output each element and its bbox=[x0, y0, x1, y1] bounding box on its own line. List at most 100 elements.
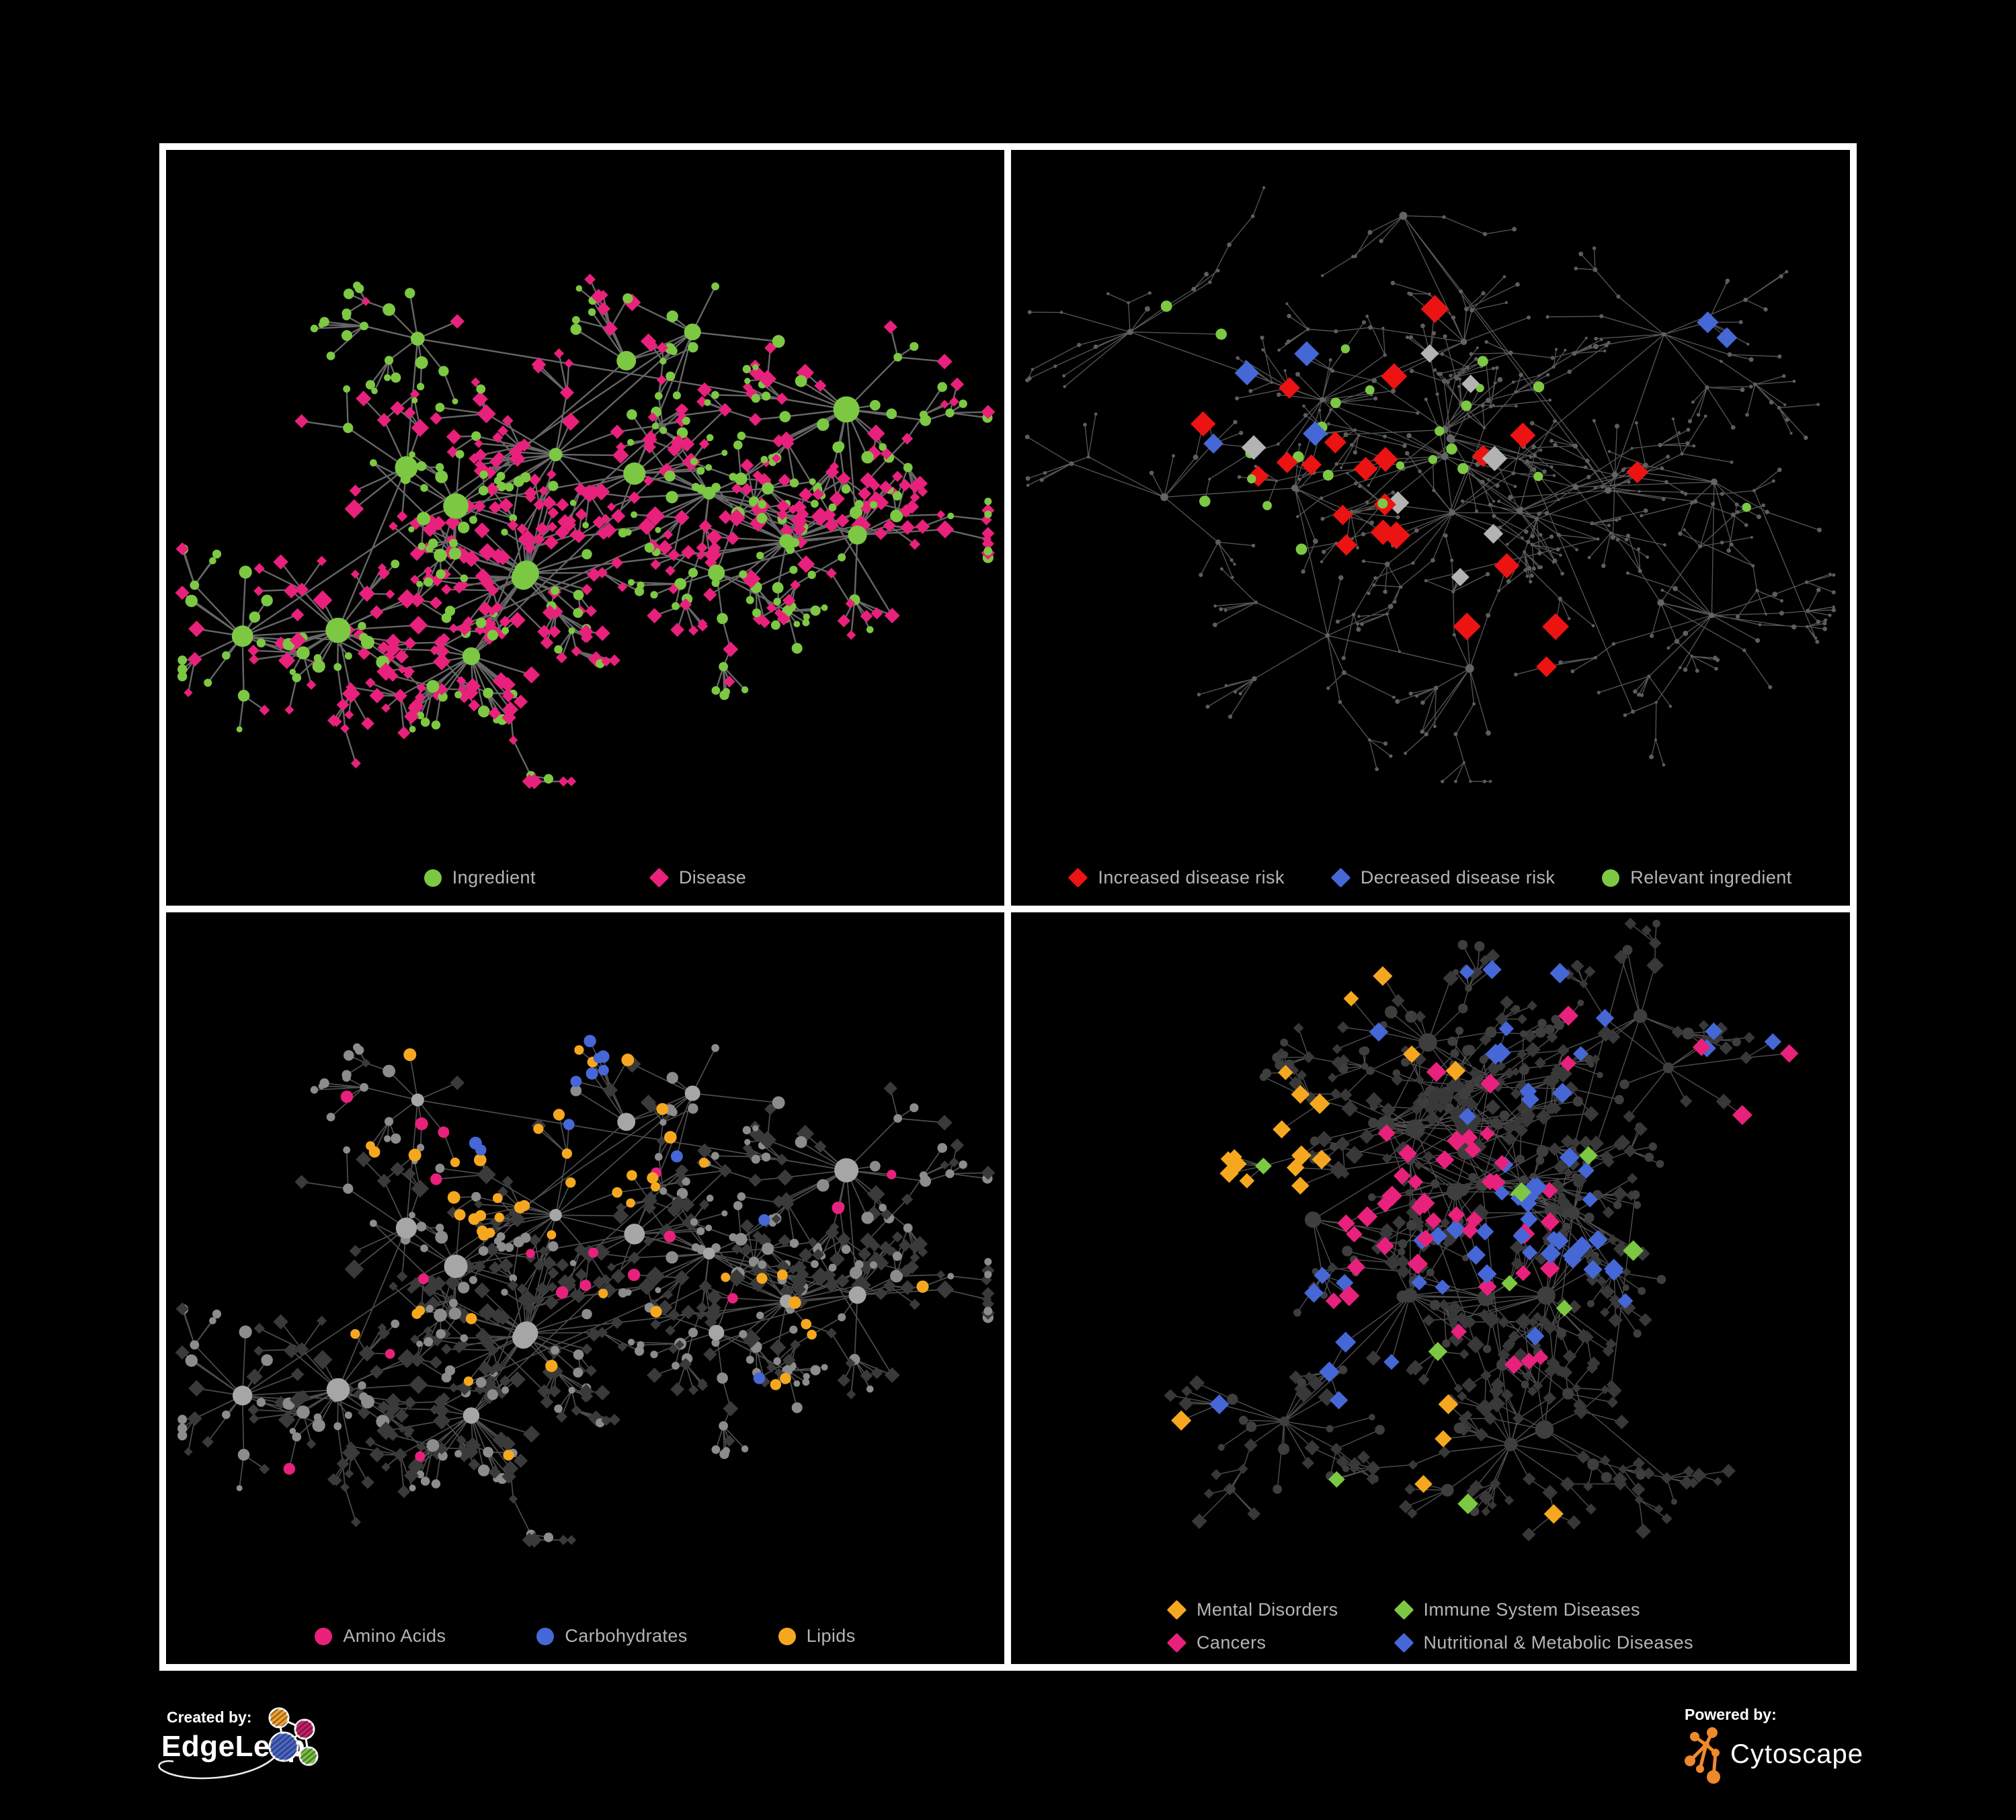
network-node bbox=[1409, 335, 1414, 340]
network-node bbox=[1411, 561, 1415, 565]
network-node bbox=[1679, 1095, 1693, 1108]
network-node bbox=[1511, 1067, 1521, 1076]
network-node bbox=[462, 1407, 480, 1424]
network-node bbox=[1393, 600, 1397, 604]
network-node bbox=[1424, 1102, 1437, 1115]
network-node bbox=[532, 1294, 545, 1306]
network-node bbox=[547, 507, 559, 519]
network-node bbox=[1211, 1469, 1222, 1480]
legend-label: Carbohydrates bbox=[565, 1626, 688, 1646]
network-node bbox=[1516, 1154, 1525, 1164]
network-node bbox=[1351, 255, 1355, 259]
diamond-marker-icon bbox=[649, 867, 670, 888]
network-node bbox=[1614, 1095, 1624, 1105]
network-node bbox=[1624, 917, 1637, 930]
network-node bbox=[1083, 422, 1087, 427]
network-node bbox=[1539, 448, 1543, 452]
network-node bbox=[1278, 1443, 1290, 1455]
network-node bbox=[1329, 1390, 1348, 1410]
network-node bbox=[361, 1058, 370, 1068]
network-node bbox=[795, 1136, 807, 1148]
network-node bbox=[1276, 451, 1298, 473]
network-node bbox=[1248, 389, 1253, 393]
network-node bbox=[737, 1192, 746, 1201]
network-node bbox=[1361, 1062, 1369, 1070]
network-node bbox=[1692, 1038, 1711, 1056]
network-node bbox=[1525, 1112, 1535, 1122]
network-node bbox=[643, 1236, 654, 1247]
network-node bbox=[1514, 1005, 1520, 1012]
network-node bbox=[1600, 338, 1603, 342]
network-node bbox=[532, 1535, 542, 1545]
network-node bbox=[581, 549, 592, 559]
network-node bbox=[1714, 666, 1718, 671]
network-node bbox=[361, 296, 370, 306]
network-node bbox=[511, 565, 536, 590]
network-node bbox=[1549, 1231, 1569, 1251]
network-node bbox=[684, 1085, 700, 1101]
network-node bbox=[475, 1328, 491, 1344]
network-node bbox=[239, 1325, 252, 1339]
network-node bbox=[319, 1078, 329, 1089]
network-node bbox=[1664, 480, 1668, 484]
network-node bbox=[1476, 1398, 1494, 1417]
network-node bbox=[1043, 471, 1047, 475]
network-node bbox=[249, 611, 261, 623]
network-node bbox=[1593, 656, 1597, 660]
network-node bbox=[1465, 664, 1474, 673]
network-node bbox=[1383, 1353, 1400, 1370]
network-node bbox=[409, 725, 416, 733]
network-node bbox=[936, 1115, 953, 1131]
network-node bbox=[1338, 575, 1344, 581]
network-node bbox=[1433, 368, 1437, 372]
network-node bbox=[409, 1485, 416, 1492]
network-node bbox=[394, 649, 409, 664]
network-node bbox=[854, 1260, 864, 1269]
network-node bbox=[435, 1163, 445, 1173]
network-node bbox=[1403, 1045, 1421, 1063]
network-node bbox=[341, 684, 361, 703]
network-node bbox=[1314, 1267, 1331, 1284]
network-node bbox=[185, 1354, 198, 1367]
network-node bbox=[479, 470, 488, 479]
network-node bbox=[212, 549, 222, 559]
network-node bbox=[407, 1285, 416, 1294]
network-node bbox=[1612, 1472, 1627, 1487]
network-node bbox=[1621, 1300, 1636, 1316]
network-node bbox=[524, 542, 536, 554]
network-node bbox=[601, 1415, 612, 1426]
network-node bbox=[473, 1260, 486, 1273]
network-node bbox=[370, 1220, 377, 1227]
network-node bbox=[564, 358, 574, 368]
network-node bbox=[1348, 1457, 1361, 1470]
legend-item: Relevant ingredient bbox=[1602, 867, 1791, 888]
network-node bbox=[1559, 553, 1562, 557]
network-node bbox=[676, 582, 683, 588]
network-node bbox=[1181, 1385, 1193, 1397]
network-node bbox=[1485, 1026, 1497, 1038]
network-node bbox=[1520, 1187, 1539, 1206]
network-node bbox=[571, 645, 582, 657]
network-node bbox=[1301, 569, 1305, 574]
network-node bbox=[357, 646, 371, 660]
network-node bbox=[1279, 1416, 1289, 1427]
network-node bbox=[1752, 489, 1757, 493]
network-node bbox=[1453, 969, 1459, 976]
network-node bbox=[1508, 350, 1513, 356]
network-node bbox=[1431, 331, 1437, 335]
network-node bbox=[426, 1439, 440, 1452]
network-node bbox=[860, 1232, 876, 1249]
network-node bbox=[555, 1258, 569, 1272]
network-node bbox=[463, 1444, 479, 1460]
network-node bbox=[742, 1125, 752, 1135]
network-node bbox=[1345, 1146, 1364, 1164]
network-node bbox=[734, 472, 748, 485]
network-node bbox=[665, 565, 676, 576]
network-node bbox=[1597, 1072, 1603, 1078]
network-node bbox=[326, 1378, 350, 1402]
network-node bbox=[1283, 369, 1287, 372]
legend-ingredient-disease: Ingredient Disease bbox=[166, 867, 1004, 888]
network-node bbox=[821, 604, 828, 611]
network-node bbox=[190, 580, 200, 590]
network-node bbox=[861, 1212, 874, 1224]
